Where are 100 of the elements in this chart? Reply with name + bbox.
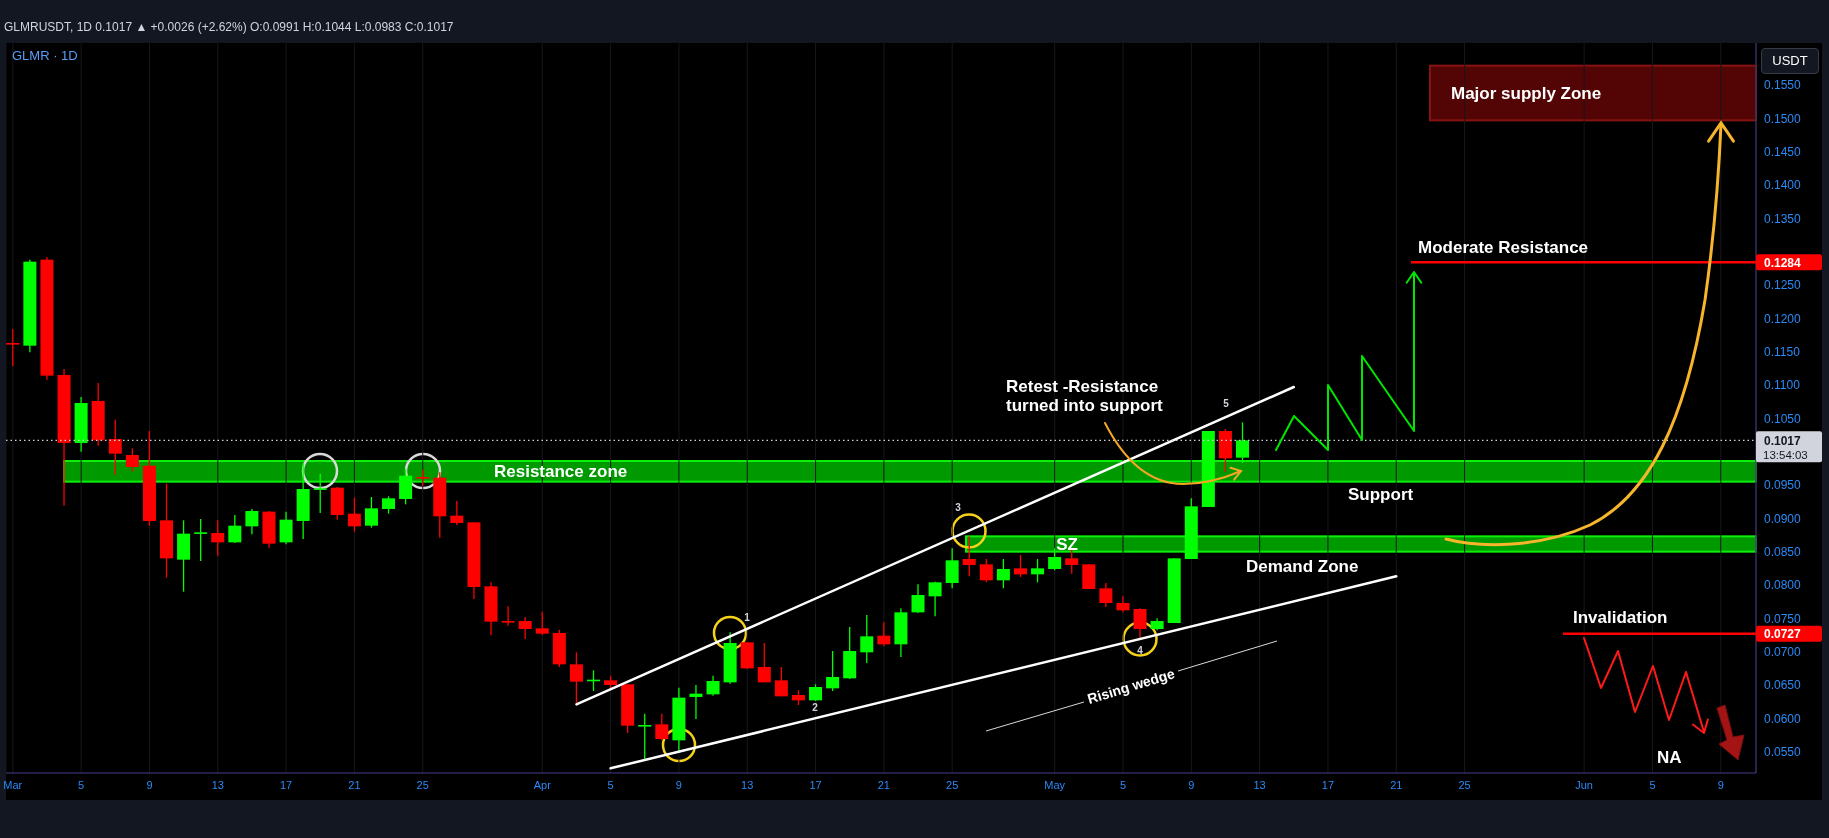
y-tick-label: 0.1017: [1764, 433, 1802, 448]
x-tick-label: 25: [416, 778, 429, 791]
candlestick: [364, 496, 378, 529]
candlestick: [655, 713, 669, 741]
candlestick: [6, 328, 20, 367]
candlestick: [1013, 554, 1027, 578]
candlestick: [1031, 558, 1045, 583]
y-tick-label: 0.1284: [1764, 255, 1802, 270]
candlestick: [877, 621, 891, 647]
x-tick-label: 25: [1458, 778, 1471, 791]
candlestick: [1099, 582, 1113, 608]
y-tick-label: 0.1350: [1764, 211, 1802, 226]
candlestick: [689, 684, 703, 720]
x-tick-label: Jun: [1575, 778, 1594, 791]
candlestick: [996, 558, 1010, 589]
y-tick-label: 0.0700: [1764, 644, 1802, 659]
annotation: Demand Zone: [1246, 557, 1359, 577]
y-tick-label: 0.0900: [1764, 511, 1802, 526]
x-tick-label: 5: [1119, 778, 1127, 791]
y-tick-label: 0.0727: [1764, 626, 1802, 641]
chart-title: GLMRUSDT, 1D 0.1017 ▲ +0.0026 (+2.62%) O:0.0991 H:0.1044 L:0.0983 C:0.1017: [4, 20, 454, 34]
x-tick-label: 13: [1253, 778, 1266, 791]
candlestick: [228, 514, 242, 544]
y-tick-label: 0.0650: [1764, 678, 1802, 693]
candlestick: [569, 651, 583, 706]
candlestick: [979, 558, 993, 583]
annotation: 2: [812, 701, 819, 713]
candlestick: [125, 447, 139, 473]
y-tick-label: 0.0600: [1764, 711, 1802, 726]
candlestick: [911, 583, 925, 614]
y-tick-label: 0.0750: [1764, 611, 1802, 626]
annotation: NA: [1657, 748, 1682, 768]
candlestick: [1133, 607, 1147, 641]
x-tick-label: 21: [877, 778, 891, 791]
x-tick-label: 9: [1717, 778, 1724, 791]
x-tick-label: 5: [78, 778, 85, 791]
candlestick: [450, 500, 464, 526]
text: 13:54:03: [1763, 449, 1808, 462]
candlestick: [518, 616, 532, 640]
x-tick-label: 21: [1390, 778, 1403, 791]
x-tick-label: 17: [279, 778, 293, 791]
y-tick-label: 0.1150: [1764, 344, 1801, 359]
candlestick: [826, 650, 840, 692]
annotation: Retest -Resistance turned into support: [1006, 377, 1164, 416]
y-tick-label: 0.0950: [1764, 478, 1802, 493]
y-tick-label: 0.1250: [1764, 278, 1802, 293]
x-tick-label: 5: [1649, 778, 1656, 791]
annotation: Rising wedge: [1085, 665, 1177, 707]
candlestick: [535, 611, 549, 636]
candlestick: [928, 581, 942, 617]
y-tick-label: 0.0550: [1764, 744, 1802, 759]
band-label: Resistance zone: [494, 462, 628, 482]
x-tick-label: 13: [741, 778, 754, 791]
x-tick-label: Mar: [3, 778, 23, 791]
x-tick-label: 9: [146, 778, 153, 791]
y-tick-label: 0.0800: [1764, 578, 1802, 593]
candlestick: [962, 535, 976, 577]
x-tick-label: 21: [348, 778, 361, 791]
candlestick: [774, 666, 788, 697]
y-tick-label: 0.1400: [1764, 178, 1802, 193]
annotation: 3: [955, 501, 962, 513]
ref-line-label: Invalidation: [1573, 608, 1668, 628]
y-tick-label: 0.1050: [1764, 411, 1802, 426]
annotation: 5: [1223, 397, 1230, 409]
y-axis-title: USDT: [1761, 48, 1819, 74]
x-tick-label: 17: [809, 778, 822, 791]
y-tick-label: 0.1550: [1764, 78, 1802, 93]
x-tick-label: 5: [607, 778, 614, 791]
annotation: 4: [1137, 644, 1144, 656]
candlestick: [1236, 421, 1250, 464]
x-tick-label: May: [1044, 778, 1066, 791]
band-label: SZ: [1056, 535, 1078, 555]
x-tick-label: 25: [946, 778, 959, 791]
x-tick-label: 9: [1188, 778, 1195, 791]
y-tick-label: 0.1100: [1764, 378, 1801, 393]
annotation: Support: [1348, 485, 1414, 505]
candlestick: [313, 473, 327, 514]
candlestick: [501, 605, 515, 627]
y-tick-label: 0.1450: [1764, 144, 1802, 159]
candlestick: [860, 614, 874, 664]
candlestick: [245, 508, 259, 535]
annotation: 1: [744, 611, 751, 623]
y-tick-label: 0.1200: [1764, 311, 1802, 326]
band-label: Major supply Zone: [1451, 84, 1602, 104]
candlestick: [347, 497, 361, 533]
x-tick-label: 13: [211, 778, 224, 791]
candlestick: [108, 419, 122, 476]
x-tick-label: Apr: [533, 778, 552, 791]
candlestick: [638, 713, 652, 761]
x-tick-label: 17: [1321, 778, 1335, 791]
chart-subtitle: GLMR · 1D: [12, 48, 78, 63]
candlestick: [945, 547, 959, 589]
candlestick: [211, 519, 225, 557]
candlestick: [706, 675, 720, 697]
candlestick: [399, 468, 413, 505]
candlestick: [194, 518, 208, 562]
ref-line-label: Moderate Resistance: [1418, 238, 1589, 258]
x-tick-label: 9: [675, 778, 682, 791]
y-tick-label: 0.1500: [1764, 111, 1802, 126]
y-tick-label: 0.0850: [1764, 544, 1802, 559]
